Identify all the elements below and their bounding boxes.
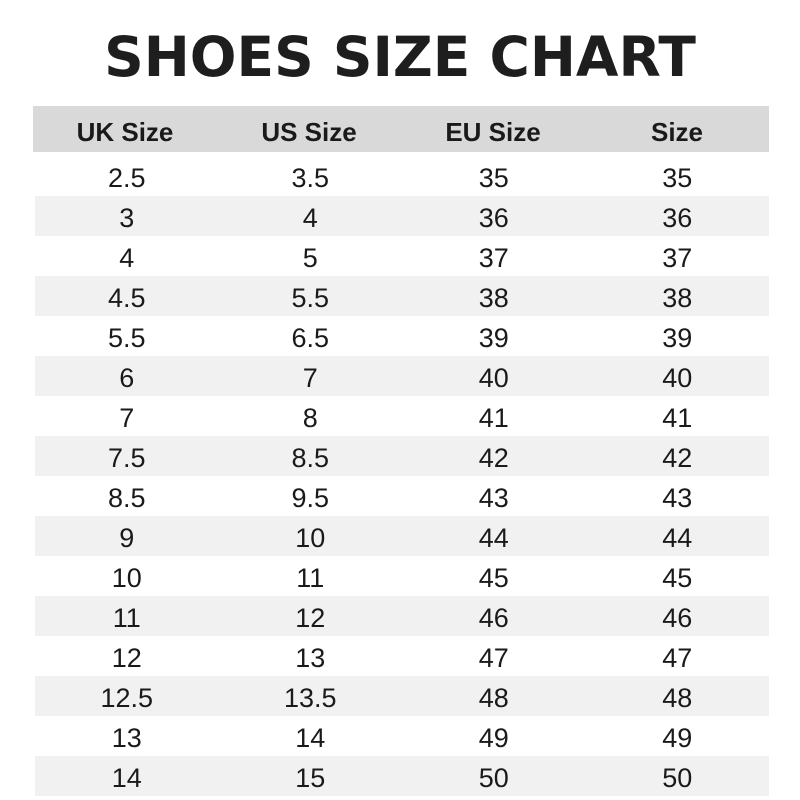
- table-row: 4 5 37 37: [35, 236, 769, 276]
- table-header: UK Size US Size EU Size Size: [33, 106, 769, 152]
- uk-size-cell: 7.5: [107, 443, 146, 473]
- size-cell: 40: [662, 363, 693, 393]
- size-cell: 37: [662, 243, 693, 273]
- uk-size-cell: 14: [111, 763, 142, 793]
- size-cell: 41: [662, 403, 693, 433]
- header-eu-size: EU Size: [445, 117, 541, 147]
- table-row: 6 7 40 40: [35, 356, 769, 396]
- eu-size-cell: 42: [478, 443, 509, 473]
- us-size-cell: 5.5: [291, 283, 330, 313]
- table-row: 11 12 46 46: [35, 596, 769, 636]
- eu-size-cell: 45: [478, 563, 509, 593]
- eu-size-cell: 46: [478, 603, 509, 633]
- uk-size-cell: 7: [119, 403, 135, 433]
- table-row: 14 15 50 50: [35, 756, 769, 796]
- us-size-cell: 5: [302, 243, 318, 273]
- header-size: Size: [650, 117, 704, 147]
- us-size-cell: 8: [302, 403, 318, 433]
- eu-size-cell: 40: [478, 363, 509, 393]
- us-size-cell: 6.5: [291, 323, 330, 353]
- us-size-cell: 12: [295, 603, 326, 633]
- us-size-cell: 11: [296, 563, 325, 593]
- us-size-cell: 13.5: [283, 683, 337, 713]
- eu-size-cell: 35: [478, 163, 509, 193]
- eu-size-cell: 43: [478, 483, 509, 513]
- table-row: 8.5 9.5 43 43: [35, 476, 769, 516]
- table-row: 2.5 3.5 35 35: [35, 156, 769, 196]
- eu-size-cell: 36: [478, 203, 509, 233]
- page-title: SHOES SIZE CHART: [104, 25, 696, 89]
- size-cell: 43: [662, 483, 693, 513]
- table-row: 5.5 6.5 39 39: [35, 316, 769, 356]
- uk-size-cell: 2.5: [107, 163, 146, 193]
- uk-size-cell: 12.5: [100, 683, 154, 713]
- size-cell: 39: [662, 323, 693, 353]
- size-cell: 50: [662, 763, 693, 793]
- table-row: 12.5 13.5 48 48: [35, 676, 769, 716]
- eu-size-cell: 39: [478, 323, 509, 353]
- uk-size-cell: 4.5: [107, 283, 146, 313]
- table-row: 9 10 44 44: [35, 516, 769, 556]
- size-cell: 48: [662, 683, 693, 713]
- table-row: 4.5 5.5 38 38: [35, 276, 769, 316]
- table-row: 10 11 45 45: [35, 556, 769, 596]
- us-size-cell: 13: [295, 643, 326, 673]
- uk-size-cell: 12: [111, 643, 142, 673]
- size-cell: 38: [662, 283, 693, 313]
- uk-size-cell: 8.5: [107, 483, 146, 513]
- size-cell: 42: [662, 443, 693, 473]
- uk-size-cell: 11: [112, 603, 141, 633]
- uk-size-cell: 5.5: [107, 323, 146, 353]
- table-row: 7 8 41 41: [35, 396, 769, 436]
- size-cell: 45: [662, 563, 693, 593]
- size-cell: 44: [662, 523, 693, 553]
- eu-size-cell: 37: [478, 243, 509, 273]
- eu-size-cell: 38: [478, 283, 509, 313]
- us-size-cell: 7: [302, 363, 318, 393]
- table-row: 13 14 49 49: [35, 716, 769, 756]
- eu-size-cell: 41: [478, 403, 509, 433]
- eu-size-cell: 49: [478, 723, 509, 753]
- table-body: 2.5 3.5 35 35 3 4 36 36 4 5 37 37 4.5 5.5 38 38 5.5 6.5 39…: [35, 156, 769, 796]
- table-row: 12 13 47 47: [35, 636, 769, 676]
- size-cell: 49: [662, 723, 693, 753]
- size-cell: 47: [662, 643, 693, 673]
- table-row: 7.5 8.5 42 42: [35, 436, 769, 476]
- uk-size-cell: 6: [119, 363, 135, 393]
- uk-size-cell: 4: [119, 243, 135, 273]
- uk-size-cell: 10: [111, 563, 142, 593]
- eu-size-cell: 48: [478, 683, 509, 713]
- uk-size-cell: 9: [119, 523, 135, 553]
- eu-size-cell: 47: [478, 643, 509, 673]
- us-size-cell: 4: [302, 203, 318, 233]
- size-cell: 46: [662, 603, 693, 633]
- eu-size-cell: 44: [478, 523, 509, 553]
- table-row: 3 4 36 36: [35, 196, 769, 236]
- us-size-cell: 10: [295, 523, 326, 553]
- us-size-cell: 3.5: [291, 163, 330, 193]
- us-size-cell: 15: [295, 763, 326, 793]
- header-us-size: US Size: [261, 117, 357, 147]
- size-cell: 35: [662, 163, 693, 193]
- eu-size-cell: 50: [478, 763, 509, 793]
- header-uk-size: UK Size: [76, 117, 174, 147]
- uk-size-cell: 13: [111, 723, 142, 753]
- us-size-cell: 14: [295, 723, 326, 753]
- size-cell: 36: [662, 203, 693, 233]
- us-size-cell: 8.5: [291, 443, 330, 473]
- uk-size-cell: 3: [119, 203, 135, 233]
- us-size-cell: 9.5: [291, 483, 330, 513]
